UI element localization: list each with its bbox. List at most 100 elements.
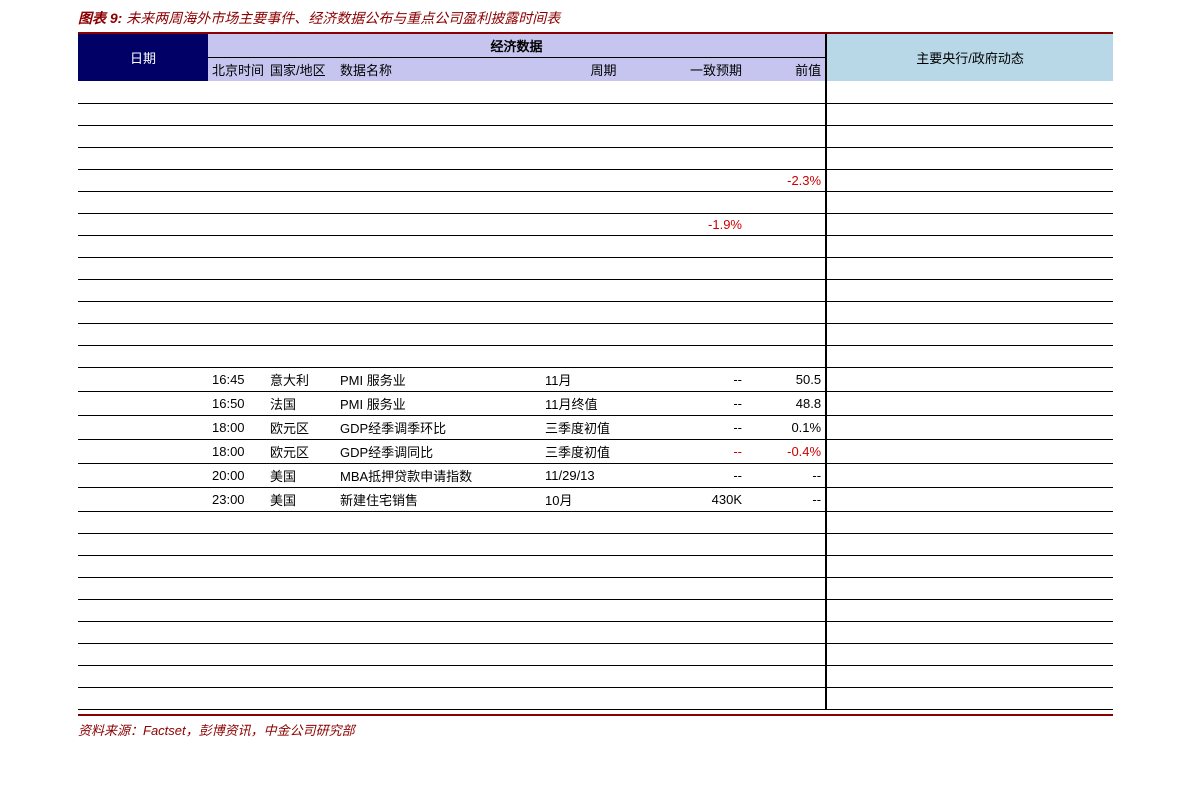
cell-est: -- [666, 367, 746, 391]
cell-gov [826, 665, 1113, 687]
schedule-table-wrap: 日期 经济数据 主要央行/政府动态 北京时间 国家/地区 数据名称 周期 一致预… [78, 34, 1113, 710]
cell-ctry [266, 577, 336, 599]
cell-ctry [266, 81, 336, 103]
cell-per [541, 345, 666, 367]
cell-time [208, 511, 266, 533]
cell-gov [826, 213, 1113, 235]
cell-time [208, 555, 266, 577]
cell-prev [746, 599, 826, 621]
cell-ctry [266, 533, 336, 555]
cell-name [336, 621, 541, 643]
cell-time [208, 323, 266, 345]
cell-est: -1.9% [666, 213, 746, 235]
cell-gov [826, 687, 1113, 709]
cell-ctry [266, 599, 336, 621]
cell-time [208, 301, 266, 323]
cell-per [541, 235, 666, 257]
cell-time [208, 81, 266, 103]
cell-date [78, 323, 208, 345]
cell-ctry [266, 643, 336, 665]
cell-per [541, 257, 666, 279]
cell-date [78, 345, 208, 367]
cell-per [541, 533, 666, 555]
cell-est [666, 533, 746, 555]
cell-per [541, 621, 666, 643]
cell-est [666, 279, 746, 301]
cell-gov [826, 345, 1113, 367]
cell-est [666, 147, 746, 169]
cell-time [208, 147, 266, 169]
cell-per: 11月终值 [541, 391, 666, 415]
cell-est [666, 125, 746, 147]
table-row [78, 323, 1113, 345]
cell-name [336, 279, 541, 301]
cell-ctry [266, 323, 336, 345]
cell-per: 11月 [541, 367, 666, 391]
cell-per [541, 191, 666, 213]
cell-est [666, 103, 746, 125]
cell-ctry [266, 169, 336, 191]
cell-per [541, 511, 666, 533]
cell-time [208, 533, 266, 555]
hdr-econ-group: 经济数据 [208, 34, 826, 58]
caption-label: 图表 9: [78, 10, 122, 26]
cell-name: PMI 服务业 [336, 391, 541, 415]
cell-date [78, 487, 208, 511]
cell-per: 10月 [541, 487, 666, 511]
cell-gov [826, 147, 1113, 169]
cell-ctry: 欧元区 [266, 439, 336, 463]
cell-per [541, 213, 666, 235]
cell-name [336, 301, 541, 323]
cell-name [336, 577, 541, 599]
cell-date [78, 235, 208, 257]
cell-prev: -2.3% [746, 169, 826, 191]
cell-date [78, 191, 208, 213]
cell-prev: 48.8 [746, 391, 826, 415]
cell-gov [826, 415, 1113, 439]
cell-ctry [266, 555, 336, 577]
cell-est [666, 577, 746, 599]
cell-ctry [266, 103, 336, 125]
cell-est [666, 687, 746, 709]
cell-date [78, 279, 208, 301]
cell-est [666, 665, 746, 687]
table-row [78, 103, 1113, 125]
cell-time [208, 103, 266, 125]
cell-ctry [266, 687, 336, 709]
cell-prev [746, 301, 826, 323]
cell-per [541, 81, 666, 103]
cell-gov [826, 439, 1113, 463]
cell-time [208, 125, 266, 147]
hdr-name: 数据名称 [336, 58, 541, 82]
cell-name [336, 555, 541, 577]
cell-prev [746, 323, 826, 345]
cell-prev [746, 345, 826, 367]
table-row [78, 125, 1113, 147]
cell-est [666, 191, 746, 213]
table-row: 18:00欧元区GDP经季调同比三季度初值---0.4% [78, 439, 1113, 463]
cell-gov [826, 555, 1113, 577]
cell-date [78, 169, 208, 191]
cell-per [541, 643, 666, 665]
cell-prev: 0.1% [746, 415, 826, 439]
cell-gov [826, 323, 1113, 345]
cell-gov [826, 191, 1113, 213]
cell-time: 16:50 [208, 391, 266, 415]
cell-name [336, 235, 541, 257]
cell-ctry [266, 257, 336, 279]
table-row: -2.3% [78, 169, 1113, 191]
table-row [78, 511, 1113, 533]
cell-prev: -- [746, 463, 826, 487]
cell-time [208, 279, 266, 301]
cell-gov [826, 643, 1113, 665]
cell-prev: -- [746, 487, 826, 511]
hdr-prev: 前值 [746, 58, 826, 82]
cell-gov [826, 125, 1113, 147]
cell-ctry [266, 279, 336, 301]
cell-ctry: 意大利 [266, 367, 336, 391]
cell-per [541, 301, 666, 323]
cell-name [336, 103, 541, 125]
cell-est [666, 599, 746, 621]
cell-name [336, 533, 541, 555]
cell-time [208, 235, 266, 257]
